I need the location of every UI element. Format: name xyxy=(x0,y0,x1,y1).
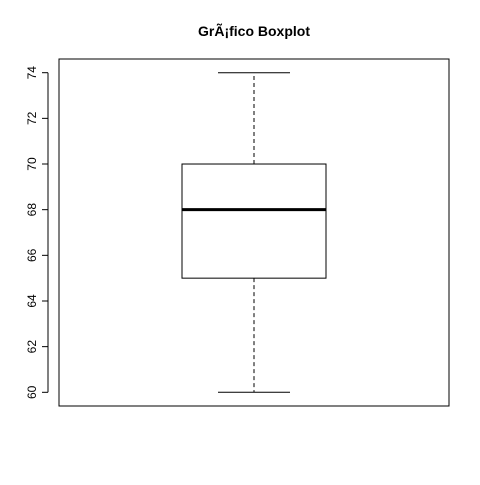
boxplot xyxy=(181,72,327,393)
y-axis: 60 62 64 66 68 70 72 74 xyxy=(25,66,49,399)
y-tick-label-62: 62 xyxy=(25,340,39,354)
chart-title: GrÃ¡fico Boxplot xyxy=(198,22,310,39)
y-tick-label-70: 70 xyxy=(25,157,39,171)
iqr-box xyxy=(181,163,327,279)
y-tick-label-60: 60 xyxy=(25,385,39,399)
y-tick-label-74: 74 xyxy=(25,66,39,80)
y-tick-label-66: 66 xyxy=(25,248,39,262)
plot-frame xyxy=(58,58,450,407)
y-tick-label-72: 72 xyxy=(25,111,39,125)
y-tick-label-64: 64 xyxy=(25,294,39,308)
y-tick-label-68: 68 xyxy=(25,203,39,217)
